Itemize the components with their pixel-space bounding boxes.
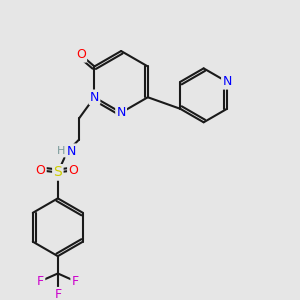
- Text: F: F: [37, 275, 44, 288]
- Text: N: N: [116, 106, 126, 119]
- Text: F: F: [54, 288, 61, 300]
- Text: O: O: [76, 48, 86, 62]
- Text: N: N: [222, 75, 232, 88]
- Text: O: O: [68, 164, 78, 177]
- Text: S: S: [53, 165, 62, 179]
- Text: O: O: [36, 164, 45, 177]
- Text: N: N: [67, 145, 76, 158]
- Text: N: N: [90, 91, 99, 104]
- Text: H: H: [56, 146, 65, 156]
- Text: F: F: [72, 275, 79, 288]
